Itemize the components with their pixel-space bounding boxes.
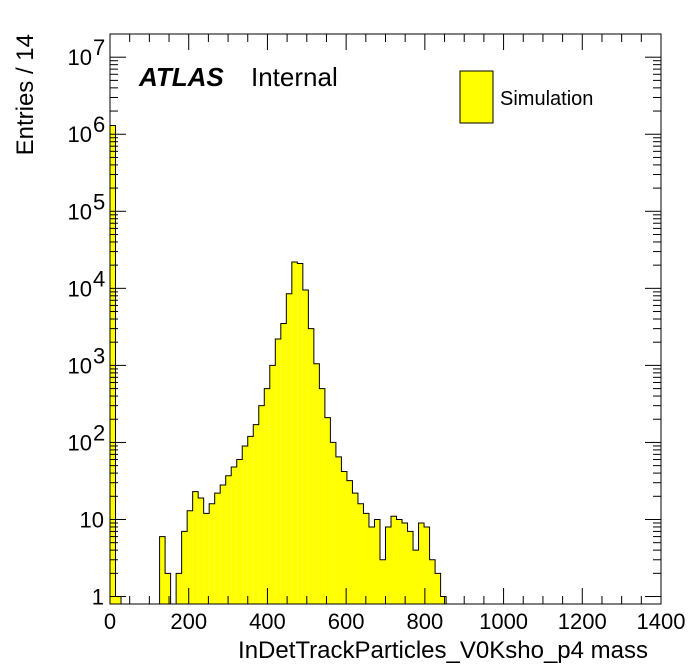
histogram-bar [264, 388, 270, 604]
y-tick-exponent: 6 [93, 112, 105, 137]
histogram-bar [413, 550, 419, 604]
x-tick-label: 400 [249, 609, 286, 634]
histogram-bar [440, 596, 447, 604]
histogram-bar [341, 471, 347, 604]
histogram-bar [258, 405, 265, 604]
internal-label: Internal [251, 62, 338, 92]
histogram-bar [253, 424, 259, 604]
histogram-bar [225, 475, 232, 604]
histogram-bar [159, 536, 166, 604]
x-tick-labels: 0 200 400 600 800 1000 1200 1400 [104, 609, 686, 634]
y-tick-label: 10 [68, 122, 92, 147]
histogram-bar [379, 559, 386, 604]
legend: Simulation [459, 70, 593, 124]
histogram-bar [115, 596, 122, 604]
histogram-bar [297, 263, 303, 604]
histogram-bar [209, 503, 215, 604]
histogram-bar [335, 456, 342, 604]
histogram-bar [363, 513, 369, 604]
axis-ticks [109, 33, 662, 604]
histogram-bar [214, 493, 221, 604]
histogram-bar [368, 526, 375, 604]
x-tick-label: 0 [104, 609, 116, 634]
histogram-bar [181, 531, 188, 604]
histogram-bar [418, 523, 425, 604]
histogram-bars [110, 125, 447, 604]
y-tick-label: 10 [68, 45, 92, 70]
x-tick-label: 1400 [637, 609, 686, 634]
y-tick-label: 10 [68, 430, 92, 455]
histogram-bar [346, 480, 353, 604]
histogram-bar [231, 466, 237, 604]
y-tick-label: 10 [68, 276, 92, 301]
histogram-bar [198, 498, 204, 604]
histogram-bar [424, 526, 430, 604]
y-tick-label: 10 [68, 353, 92, 378]
histogram-bar [286, 293, 292, 604]
y-tick-exponent: 2 [93, 420, 105, 445]
histogram-bar [435, 573, 441, 604]
y-tick-exponent: 3 [93, 343, 105, 368]
histogram-bar [110, 125, 116, 604]
histogram-bar [308, 328, 314, 604]
histogram-bar [302, 290, 309, 604]
x-tick-label: 800 [406, 609, 443, 634]
histogram-bar [192, 491, 199, 604]
histogram-bar [391, 516, 397, 604]
histogram-bar [242, 445, 248, 604]
histogram-bar [280, 323, 287, 604]
histogram-bar [357, 503, 364, 604]
y-tick-label: 10 [80, 507, 104, 532]
histogram-bar [313, 363, 320, 604]
histogram-bar [275, 339, 281, 604]
y-tick-exponent: 4 [93, 266, 105, 291]
x-axis-title: InDetTrackParticles_V0Ksho_p4 mass [238, 637, 648, 664]
histogram-bar [352, 493, 358, 604]
x-tick-label: 1200 [558, 609, 607, 634]
histogram-bar [220, 485, 226, 604]
histogram-bar [402, 523, 408, 604]
histogram-bar [236, 459, 243, 604]
histogram-bar [176, 573, 182, 604]
histogram-bar [247, 436, 254, 604]
histogram-bar [165, 573, 171, 604]
histogram-bar [385, 526, 392, 604]
histogram-bar [396, 519, 403, 604]
y-tick-exponent: 7 [93, 35, 105, 60]
histogram-bar [429, 559, 436, 604]
legend-label: Simulation [500, 88, 593, 110]
atlas-label: ATLAS [138, 62, 224, 92]
histogram-bar [203, 513, 210, 604]
x-tick-label: 200 [170, 609, 207, 634]
histogram-bar [374, 519, 380, 604]
x-tick-label: 1000 [479, 609, 528, 634]
histogram-bar [330, 442, 336, 604]
histogram-bar [324, 417, 331, 604]
legend-swatch [459, 70, 494, 124]
y-tick-exponent: 5 [93, 189, 105, 214]
histogram-bar [319, 388, 325, 604]
y-axis-title: Entries / 14 [12, 34, 39, 155]
histogram-bar [407, 531, 414, 604]
y-tick-label: 1 [92, 585, 104, 610]
x-tick-label: 600 [328, 609, 365, 634]
y-tick-label: 10 [68, 199, 92, 224]
histogram-bar [291, 261, 298, 604]
histogram-bar [187, 510, 193, 604]
histogram-bar [269, 365, 276, 604]
